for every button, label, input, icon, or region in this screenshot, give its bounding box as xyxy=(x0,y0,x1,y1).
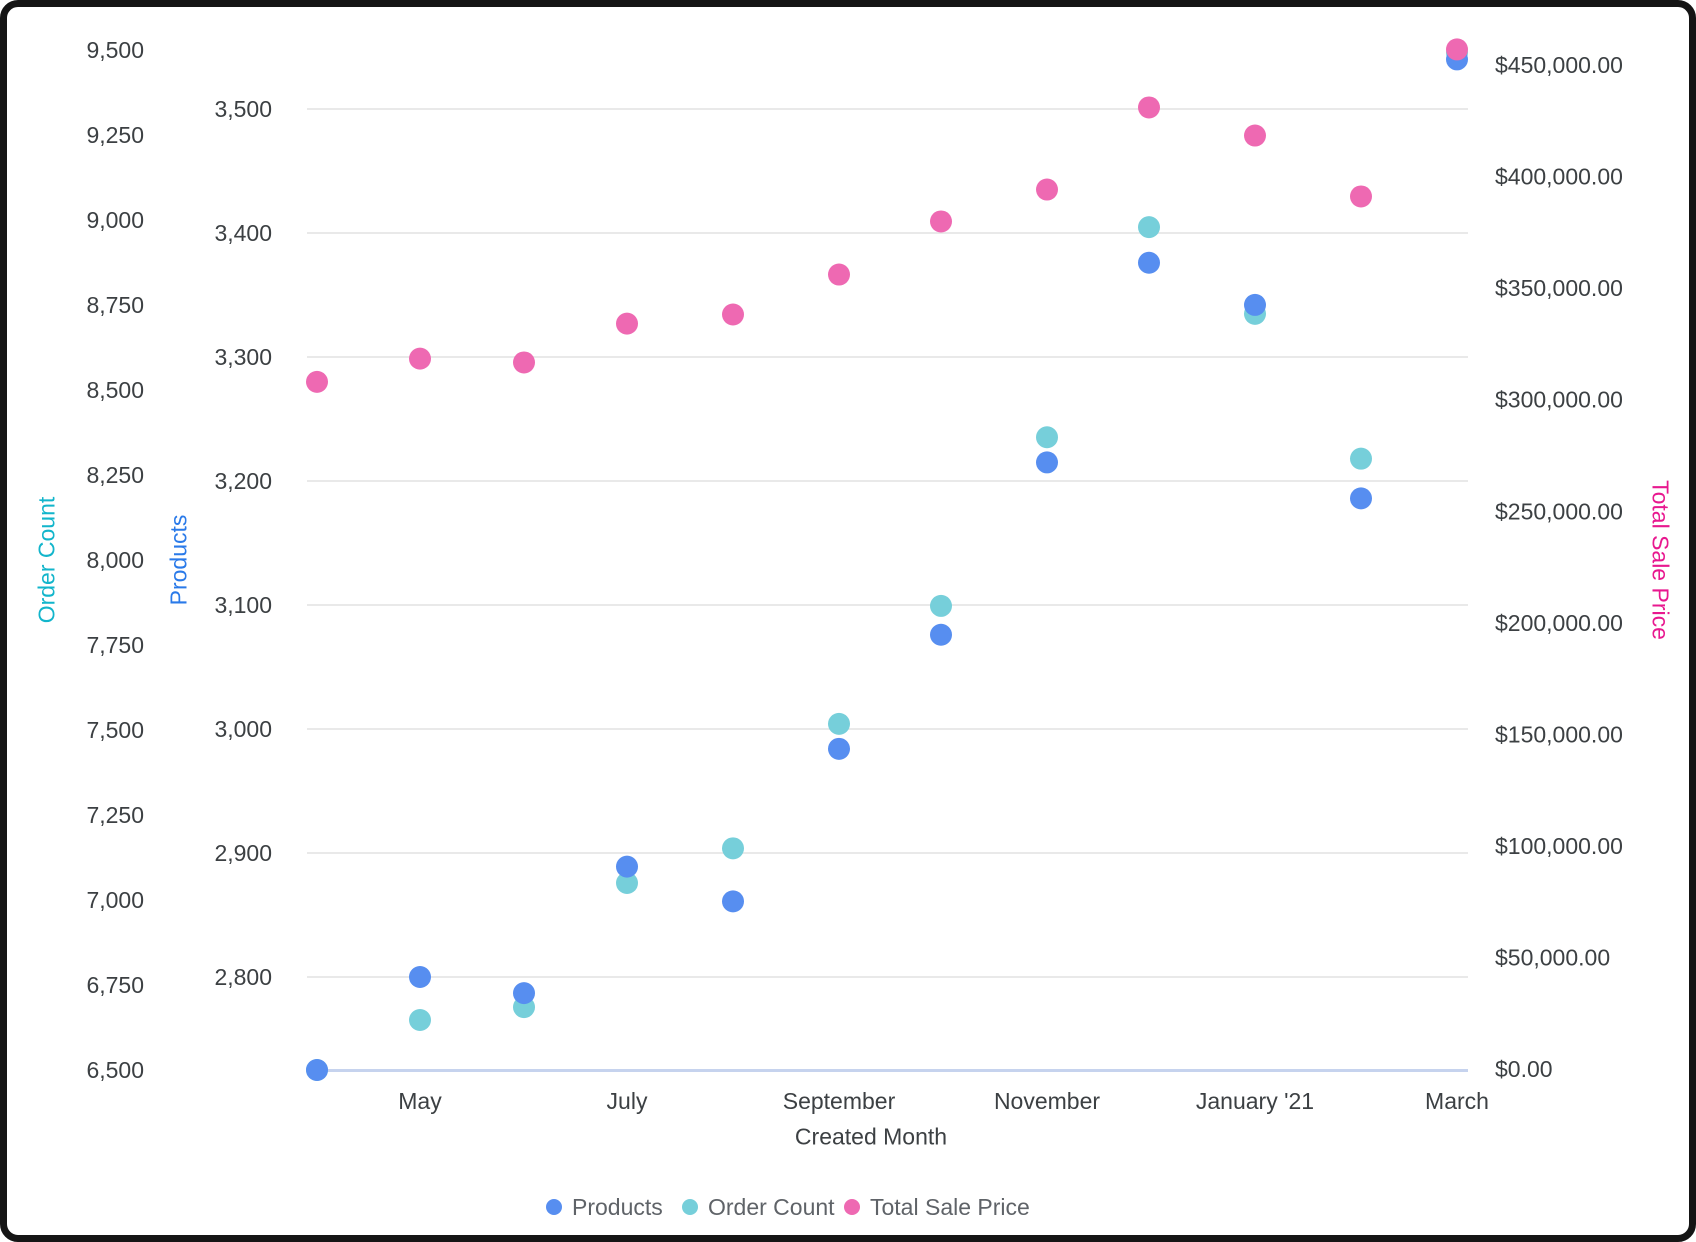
data-point-total_sale_price[interactable] xyxy=(1138,96,1160,119)
y-axis-title-products: Products xyxy=(165,514,192,606)
data-point-total_sale_price[interactable] xyxy=(1350,185,1372,208)
y-tick-label-order_count: 8,750 xyxy=(86,292,144,318)
data-point-products[interactable] xyxy=(1244,293,1266,316)
data-point-products[interactable] xyxy=(306,1059,328,1081)
data-point-total_sale_price[interactable] xyxy=(616,312,638,335)
y-tick-label-products: 3,200 xyxy=(214,468,272,494)
y-tick-label-total_sale_price: $350,000.00 xyxy=(1495,275,1623,301)
data-point-order_count[interactable] xyxy=(1138,216,1160,239)
data-point-order_count[interactable] xyxy=(409,1009,431,1032)
x-tick-label: July xyxy=(607,1088,648,1114)
legend: Products Order Count Total Sale Price xyxy=(7,1192,1689,1222)
y-tick-label-total_sale_price: $200,000.00 xyxy=(1495,610,1623,636)
data-point-order_count[interactable] xyxy=(616,872,638,894)
data-point-total_sale_price[interactable] xyxy=(1446,38,1468,61)
legend-label: Total Sale Price xyxy=(870,1193,1030,1220)
data-point-order_count[interactable] xyxy=(1350,447,1372,470)
data-point-order_count[interactable] xyxy=(722,837,744,860)
y-tick-label-products: 3,100 xyxy=(214,592,272,618)
data-point-order_count[interactable] xyxy=(930,594,952,617)
y-tick-label-order_count: 6,750 xyxy=(86,972,144,998)
data-point-total_sale_price[interactable] xyxy=(722,303,744,326)
y-tick-label-order_count: 9,500 xyxy=(86,37,144,63)
y-tick-label-order_count: 6,500 xyxy=(86,1057,144,1083)
y-axis-title-total-sale-price: Total Sale Price xyxy=(1647,480,1674,640)
legend-item-total_sale_price[interactable]: Total Sale Price xyxy=(844,1192,1030,1222)
x-tick-label: May xyxy=(398,1088,442,1114)
data-point-products[interactable] xyxy=(1350,487,1372,510)
data-point-products[interactable] xyxy=(828,737,850,760)
data-point-total_sale_price[interactable] xyxy=(1036,178,1058,201)
x-tick-label: September xyxy=(783,1088,896,1114)
y-tick-label-products: 3,300 xyxy=(214,344,272,370)
legend-label: Order Count xyxy=(708,1193,835,1220)
data-point-products[interactable] xyxy=(616,855,638,878)
data-point-products[interactable] xyxy=(409,966,431,988)
y-axis-title-order-count: Order Count xyxy=(33,496,60,624)
y-tick-label-products: 2,900 xyxy=(214,840,272,866)
y-tick-label-total_sale_price: $400,000.00 xyxy=(1495,164,1623,190)
data-point-total_sale_price[interactable] xyxy=(930,210,952,233)
x-tick-label: November xyxy=(994,1088,1100,1114)
y-tick-label-order_count: 7,500 xyxy=(86,717,144,743)
y-tick-label-order_count: 8,500 xyxy=(86,377,144,403)
y-tick-label-order_count: 8,000 xyxy=(86,547,144,573)
legend-dot-products xyxy=(546,1199,562,1215)
legend-item-order_count[interactable]: Order Count xyxy=(682,1192,835,1222)
data-point-total_sale_price[interactable] xyxy=(306,370,328,393)
data-point-order_count[interactable] xyxy=(828,712,850,735)
legend-label: Products xyxy=(572,1193,663,1220)
data-point-order_count[interactable] xyxy=(1036,426,1058,449)
y-tick-label-order_count: 7,750 xyxy=(86,632,144,658)
data-point-products[interactable] xyxy=(930,623,952,646)
y-tick-label-total_sale_price: $300,000.00 xyxy=(1495,387,1623,413)
data-point-products[interactable] xyxy=(1036,451,1058,474)
x-tick-label: January '21 xyxy=(1196,1088,1314,1114)
y-tick-label-total_sale_price: $100,000.00 xyxy=(1495,833,1623,859)
y-tick-label-total_sale_price: $0.00 xyxy=(1495,1056,1553,1082)
legend-item-products[interactable]: Products xyxy=(546,1192,663,1222)
y-tick-label-order_count: 7,250 xyxy=(86,802,144,828)
y-tick-label-order_count: 8,250 xyxy=(86,462,144,488)
scatter-plot: 6,500 6,750 7,000 7,250 7,500 7,750 8,000 8,250… xyxy=(86,37,1623,1114)
legend-dot-order_count xyxy=(682,1199,698,1215)
data-point-products[interactable] xyxy=(722,890,744,913)
data-point-total_sale_price[interactable] xyxy=(409,347,431,370)
data-point-total_sale_price[interactable] xyxy=(513,351,535,374)
y-tick-label-products: 3,000 xyxy=(214,716,272,742)
data-point-products[interactable] xyxy=(1138,251,1160,274)
x-tick-label: March xyxy=(1425,1088,1489,1114)
y-tick-label-order_count: 9,000 xyxy=(86,207,144,233)
data-point-products[interactable] xyxy=(513,982,535,1005)
legend-dot-total_sale_price xyxy=(844,1199,860,1215)
y-tick-label-order_count: 9,250 xyxy=(86,122,144,148)
y-tick-label-total_sale_price: $450,000.00 xyxy=(1495,52,1623,78)
y-tick-label-total_sale_price: $250,000.00 xyxy=(1495,498,1623,524)
data-point-total_sale_price[interactable] xyxy=(828,263,850,286)
y-tick-label-products: 2,800 xyxy=(214,964,272,990)
x-axis-title: Created Month xyxy=(794,1123,948,1150)
data-point-total_sale_price[interactable] xyxy=(1244,124,1266,147)
y-tick-label-total_sale_price: $150,000.00 xyxy=(1495,721,1623,747)
y-tick-label-products: 3,400 xyxy=(214,220,272,246)
y-tick-label-order_count: 7,000 xyxy=(86,887,144,913)
y-tick-label-total_sale_price: $50,000.00 xyxy=(1495,944,1610,970)
y-tick-label-products: 3,500 xyxy=(214,96,272,122)
